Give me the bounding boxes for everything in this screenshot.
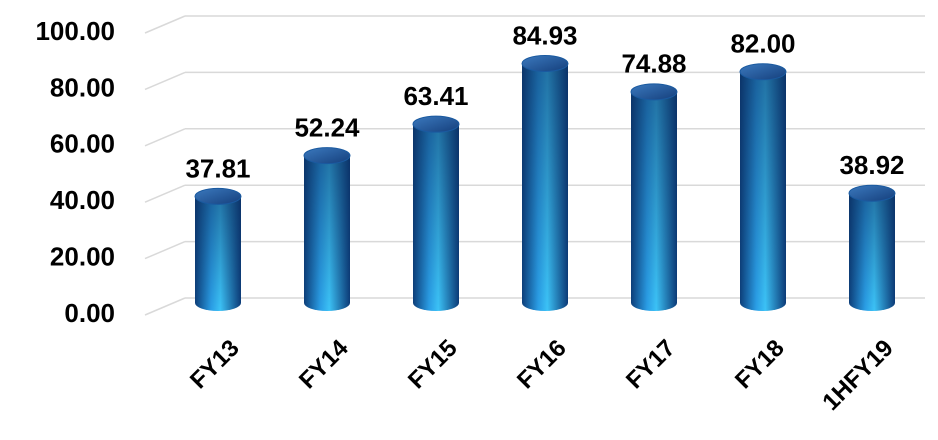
- cylinder-shade: [304, 147, 350, 311]
- grid-line: [144, 184, 186, 203]
- y-tick-label: 60.00: [50, 129, 115, 159]
- x-tick-label: 1HFY19: [817, 335, 898, 416]
- cylinder-top: [521, 54, 569, 72]
- value-label: 38.92: [839, 150, 904, 180]
- cylinder-shade: [740, 63, 786, 311]
- grid-line: [144, 71, 186, 91]
- cylinder-top: [194, 187, 242, 205]
- y-tick-label: 100.00: [35, 16, 115, 46]
- cylinder-top: [739, 63, 787, 81]
- cylinder-top: [848, 184, 896, 202]
- x-tick-label: FY16: [512, 335, 572, 395]
- grid-line: [144, 297, 186, 316]
- value-label: 82.00: [730, 29, 795, 59]
- cylinder-shade: [522, 55, 568, 311]
- cylinder-top: [303, 147, 351, 165]
- cylinder-shade: [195, 188, 241, 311]
- value-label: 74.88: [621, 49, 686, 79]
- grid-line: [144, 15, 186, 34]
- x-tick-label: FY15: [403, 335, 463, 395]
- x-tick-label: FY18: [730, 335, 790, 395]
- value-label: 84.93: [512, 20, 577, 50]
- y-tick-label: 80.00: [50, 72, 115, 102]
- cylinder-top: [630, 83, 678, 101]
- value-label: 52.24: [294, 113, 360, 143]
- cylinder-shade: [413, 116, 459, 311]
- value-label: 63.41: [403, 81, 468, 111]
- grid-line: [144, 240, 186, 260]
- x-tick-label: FY13: [185, 335, 245, 395]
- y-tick-label: 20.00: [50, 241, 115, 271]
- y-tick-label: 40.00: [50, 185, 115, 215]
- x-tick-label: FY14: [294, 334, 354, 394]
- cylinder-top: [412, 115, 460, 133]
- cylinder-shade: [631, 83, 677, 311]
- grid-line: [144, 128, 186, 147]
- y-tick-label: 0.00: [64, 298, 115, 328]
- x-tick-label: FY17: [621, 335, 681, 395]
- cylinder-shade: [849, 185, 895, 311]
- value-label: 37.81: [185, 153, 250, 183]
